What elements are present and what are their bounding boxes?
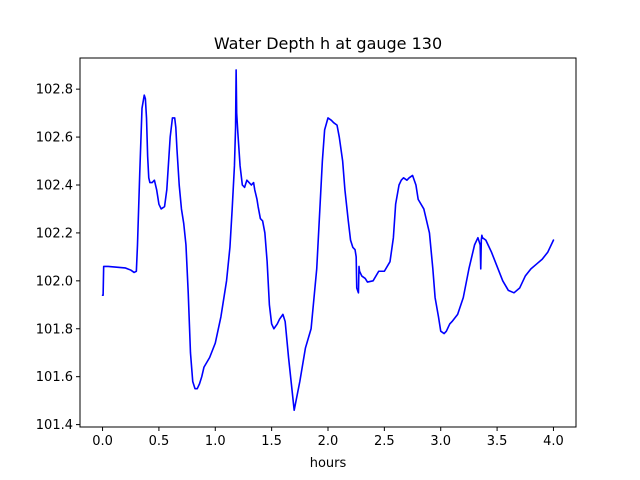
- x-axis-label: hours: [310, 456, 347, 471]
- x-tick-label: 3.5: [487, 434, 508, 449]
- x-tick-label: 3.0: [430, 434, 451, 449]
- x-tick-label: 1.0: [205, 434, 226, 449]
- y-tick-label: 102.2: [36, 226, 73, 241]
- y-tick-label: 101.6: [36, 370, 73, 385]
- chart-title: Water Depth h at gauge 130: [214, 34, 442, 53]
- y-axis: 101.4 101.6 101.8 102.0 102.2 102.4 102.6 102.8: [36, 83, 80, 433]
- series-layer: [101, 69, 555, 412]
- x-tick-label: 0.0: [92, 434, 113, 449]
- x-tick-label: 0.5: [149, 434, 170, 449]
- y-tick-label: 101.8: [36, 322, 73, 337]
- x-tick-label: 2.5: [374, 434, 395, 449]
- series-line: [101, 69, 555, 412]
- x-tick-label: 2.0: [318, 434, 339, 449]
- y-tick-label: 101.4: [36, 418, 73, 433]
- y-tick-label: 102.4: [36, 178, 73, 193]
- y-tick-label: 102.0: [36, 274, 73, 289]
- x-tick-label: 4.0: [543, 434, 564, 449]
- y-tick-label: 102.8: [36, 83, 73, 98]
- y-tick-label: 102.6: [36, 131, 73, 146]
- plot-area: [80, 58, 576, 427]
- x-axis: 0.0 0.5 1.0 1.5 2.0 2.5 3.0 3.5 4.0: [92, 427, 564, 449]
- x-tick-label: 1.5: [261, 434, 282, 449]
